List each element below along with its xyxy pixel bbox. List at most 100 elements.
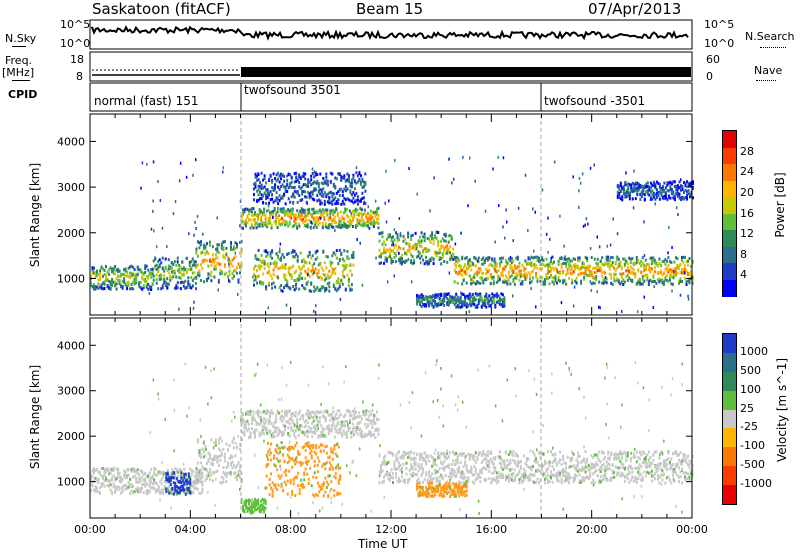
scatter-point	[181, 267, 184, 271]
scatter-point	[544, 282, 546, 286]
scatter-point	[625, 195, 628, 199]
scatter-point	[333, 494, 336, 498]
scatter-point	[333, 426, 336, 430]
scatter-point	[90, 274, 92, 278]
scatter-point	[417, 254, 420, 258]
scatter-point	[246, 429, 249, 433]
scatter-point	[278, 250, 281, 254]
scatter-point	[284, 410, 287, 414]
scatter-point	[348, 220, 351, 224]
scatter-point	[130, 282, 133, 286]
scatter-point	[108, 472, 111, 476]
scatter-point	[346, 172, 349, 176]
scatter-point	[352, 201, 355, 205]
scatter-point	[665, 259, 668, 263]
scatter-point	[320, 188, 323, 192]
scatter-point	[503, 281, 506, 284]
scatter-point	[152, 199, 154, 203]
scatter-point	[673, 273, 676, 277]
scatter-point	[599, 259, 602, 263]
scatter-point	[630, 186, 633, 190]
scatter-point	[604, 276, 607, 279]
scatter-point	[628, 191, 631, 195]
scatter-point	[150, 268, 153, 272]
scatter-point	[566, 259, 569, 263]
scatter-point	[402, 450, 405, 454]
scatter-point	[601, 256, 604, 260]
scatter-point	[405, 259, 408, 263]
scatter-point	[141, 487, 144, 490]
scatter-point	[622, 192, 625, 196]
scatter-point	[216, 460, 219, 464]
scatter-point	[628, 197, 631, 201]
scatter-point	[91, 469, 94, 473]
scatter-point	[652, 181, 655, 185]
scatter-point	[100, 482, 103, 486]
scatter-point	[324, 490, 327, 494]
scatter-point	[285, 303, 288, 307]
scatter-point	[91, 284, 94, 288]
scatter-point	[234, 255, 237, 259]
scatter-point	[465, 272, 468, 276]
scatter-point	[521, 263, 524, 267]
scatter-point	[682, 255, 685, 259]
scatter-point	[210, 279, 213, 283]
scatter-point	[535, 305, 537, 309]
scatter-point	[347, 215, 350, 219]
scatter-point	[683, 271, 686, 274]
scatter-point	[626, 269, 629, 273]
scatter-point	[684, 264, 686, 268]
scatter-point	[184, 474, 187, 478]
scatter-point	[414, 463, 417, 467]
scatter-point	[598, 245, 601, 249]
scatter-point	[105, 477, 107, 481]
scatter-point	[254, 172, 257, 176]
scatter-point	[97, 470, 100, 474]
scatter-point	[572, 270, 575, 274]
scatter-point	[127, 468, 130, 472]
scatter-point	[185, 257, 188, 260]
scatter-point	[440, 460, 443, 464]
scatter-point	[278, 258, 281, 262]
scatter-point	[344, 288, 347, 292]
scatter-point	[399, 455, 402, 459]
scatter-point	[270, 422, 273, 426]
scatter-point	[610, 273, 613, 277]
scatter-point	[574, 263, 577, 267]
scatter-point	[265, 465, 268, 468]
scatter-point	[303, 433, 306, 437]
scatter-point	[178, 270, 181, 274]
scatter-point	[115, 488, 118, 492]
scatter-point	[257, 193, 260, 197]
scatter-point	[512, 294, 514, 298]
scatter-point	[326, 275, 329, 279]
scatter-point	[419, 256, 422, 260]
scatter-point	[317, 211, 320, 215]
scatter-point	[148, 285, 151, 288]
scatter-point	[355, 166, 358, 170]
scatter-point	[249, 413, 252, 416]
scatter-point	[473, 276, 476, 279]
scatter-point	[650, 267, 653, 271]
scatter-point	[643, 266, 646, 270]
scatter-point	[611, 256, 614, 260]
scatter-point	[208, 243, 211, 247]
scatter-point	[362, 435, 365, 438]
scatter-point	[319, 188, 322, 192]
scatter-point	[395, 454, 397, 458]
scatter-point	[189, 487, 192, 491]
scatter-point	[273, 463, 276, 467]
scatter-point	[422, 235, 425, 239]
scatter-point	[305, 219, 308, 223]
scatter-point	[211, 258, 214, 262]
scatter-point	[356, 422, 359, 426]
scatter-point	[470, 295, 473, 299]
scatter-point	[381, 243, 384, 247]
scatter-point	[407, 231, 410, 235]
scatter-point	[388, 199, 390, 203]
scatter-point	[510, 273, 513, 277]
scatter-point	[378, 232, 381, 236]
scatter-point	[560, 301, 563, 305]
scatter-point	[336, 409, 339, 413]
scatter-point	[157, 470, 160, 474]
